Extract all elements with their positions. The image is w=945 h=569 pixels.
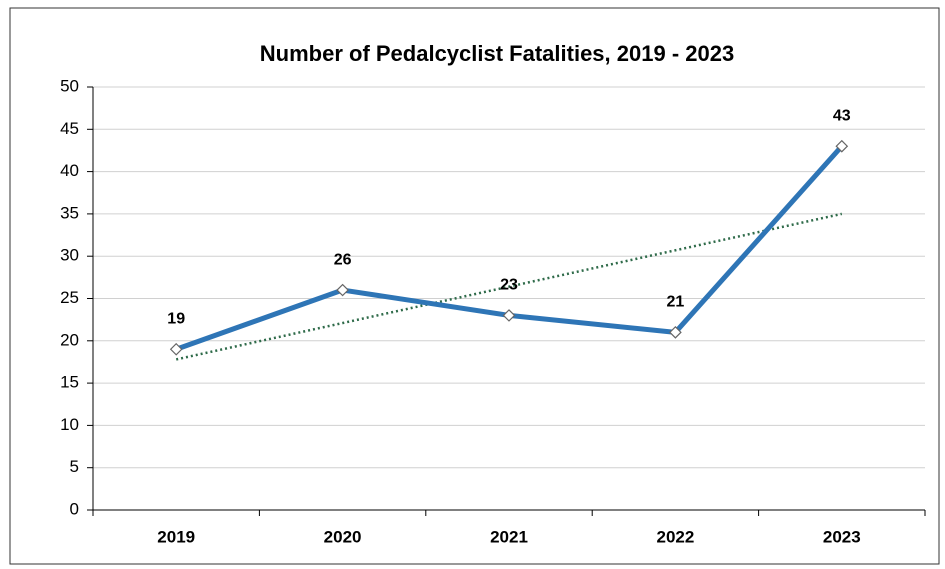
y-tick-label: 0 [70,499,79,518]
chart-title: Number of Pedalcyclist Fatalities, 2019 … [260,41,734,66]
y-tick-label: 10 [60,415,79,434]
y-tick-label: 15 [60,373,79,392]
marker [502,309,516,322]
marker [336,283,349,297]
y-tick-label: 50 [60,76,79,95]
marker [669,325,682,339]
data-label: 21 [667,294,685,311]
x-tick-label: 2019 [157,527,195,546]
data-label: 26 [334,251,352,268]
data-label: 19 [167,310,185,327]
y-tick-label: 5 [70,457,79,476]
y-tick-label: 25 [60,288,79,307]
y-tick-label: 20 [60,330,79,349]
x-tick-label: 2023 [823,527,861,546]
y-tick-label: 30 [60,246,79,265]
data-label: 43 [833,107,851,124]
chart-border [9,7,940,565]
data-label: 23 [500,277,518,294]
y-tick-label: 45 [60,119,79,138]
x-tick-label: 2022 [656,527,694,546]
trendline [175,212,843,361]
y-tick-label: 40 [60,161,79,180]
marker [835,139,849,153]
x-tick-label: 2021 [490,527,528,546]
y-tick-label: 35 [60,203,79,222]
x-tick-label: 2020 [324,527,362,546]
marker [169,342,183,356]
